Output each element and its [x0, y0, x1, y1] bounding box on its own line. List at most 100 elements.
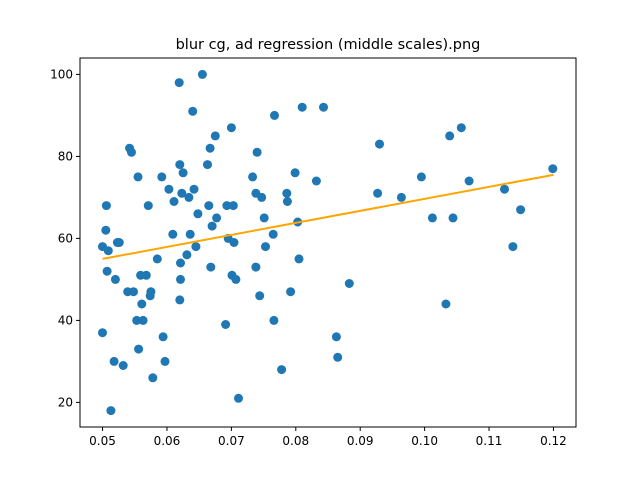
data-point-38	[176, 274, 185, 284]
data-point-97	[456, 123, 466, 133]
data-point-92	[416, 172, 426, 182]
data-point-52	[206, 262, 216, 272]
data-point-41	[182, 250, 192, 260]
data-point-91	[396, 192, 406, 202]
data-point-102	[548, 164, 558, 174]
data-point-90	[375, 139, 384, 149]
data-point-6	[106, 406, 116, 416]
x-axis: 0.05 0.06 0.07 0.08 0.09 0.10 0.11 0.12	[89, 427, 567, 448]
data-point-71	[259, 213, 269, 223]
data-point-3	[101, 201, 111, 211]
data-point-32	[168, 229, 178, 239]
data-point-65	[248, 172, 258, 182]
data-point-61	[228, 201, 238, 211]
x-tick-label: 0.09	[347, 434, 374, 448]
data-point-101	[516, 205, 526, 215]
data-point-53	[207, 221, 217, 231]
data-point-79	[286, 287, 296, 297]
data-point-78	[282, 197, 292, 206]
data-point-63	[231, 274, 241, 284]
data-point-29	[158, 332, 168, 342]
data-point-47	[193, 209, 203, 219]
data-point-83	[297, 102, 307, 112]
data-point-5	[103, 246, 113, 256]
data-point-72	[261, 242, 270, 252]
data-point-50	[204, 201, 214, 211]
data-point-94	[441, 299, 451, 309]
data-point-33	[169, 197, 179, 206]
data-point-55	[212, 213, 222, 223]
data-point-87	[333, 352, 343, 362]
data-point-31	[164, 184, 174, 194]
data-point-85	[319, 102, 328, 112]
data-point-95	[445, 131, 455, 141]
data-point-100	[508, 242, 518, 252]
regression-line-layer	[102, 173, 554, 260]
data-point-39	[177, 188, 187, 198]
data-point-28	[157, 172, 167, 182]
data-point-62	[229, 238, 239, 247]
data-point-4	[102, 266, 112, 276]
data-point-73	[268, 229, 278, 239]
data-point-8	[110, 274, 120, 284]
data-point-20	[137, 299, 147, 309]
data-point-25	[146, 287, 156, 297]
data-point-69	[255, 291, 265, 301]
x-tick-label: 0.11	[476, 434, 503, 448]
data-point-18	[134, 344, 144, 354]
data-point-80	[290, 168, 300, 178]
data-point-7	[109, 356, 119, 366]
axes-frame	[79, 57, 577, 428]
data-point-51	[205, 143, 215, 153]
data-point-96	[448, 213, 458, 223]
x-tick-label: 0.06	[154, 434, 181, 448]
data-point-27	[152, 254, 162, 264]
data-point-44	[188, 106, 198, 116]
data-point-36	[175, 295, 185, 305]
data-point-23	[143, 201, 153, 211]
y-tick-label: 100	[50, 67, 73, 81]
data-point-86	[331, 332, 341, 342]
data-point-22	[141, 270, 151, 280]
data-point-68	[252, 147, 262, 157]
data-point-40	[178, 168, 188, 178]
chart-title: blur cg, ad regression (middle scales).p…	[176, 37, 481, 53]
data-point-26	[148, 373, 158, 383]
y-axis: 20 40 60 80 100	[50, 67, 80, 409]
points-layer	[98, 69, 558, 416]
data-point-2	[101, 225, 111, 235]
data-point-15	[129, 287, 138, 297]
y-tick-label: 40	[58, 313, 73, 327]
y-tick-label: 60	[58, 231, 73, 245]
data-point-88	[344, 279, 354, 288]
data-point-14	[127, 147, 136, 157]
data-point-30	[160, 356, 170, 366]
regression-line	[102, 173, 554, 260]
x-tick-label: 0.05	[89, 434, 116, 448]
data-point-70	[257, 192, 267, 202]
data-point-98	[464, 176, 474, 186]
data-point-11	[118, 361, 128, 370]
data-point-35	[175, 160, 185, 170]
data-point-57	[222, 201, 232, 211]
data-point-59	[226, 123, 236, 133]
x-tick-label: 0.10	[411, 434, 438, 448]
data-point-42	[184, 192, 194, 202]
x-tick-label: 0.12	[540, 434, 567, 448]
data-point-21	[138, 315, 148, 325]
data-point-99	[500, 184, 509, 194]
y-tick-label: 20	[58, 395, 73, 409]
data-point-17	[133, 172, 143, 182]
data-point-64	[234, 393, 243, 403]
data-point-10	[114, 238, 124, 247]
x-tick-label: 0.07	[218, 434, 245, 448]
data-point-76	[277, 365, 287, 375]
data-point-66	[251, 262, 261, 272]
x-tick-label: 0.08	[282, 434, 309, 448]
y-tick-label: 80	[58, 149, 73, 163]
data-point-74	[269, 315, 279, 325]
data-point-43	[185, 229, 195, 239]
data-point-1	[98, 328, 107, 338]
data-point-45	[189, 184, 199, 194]
